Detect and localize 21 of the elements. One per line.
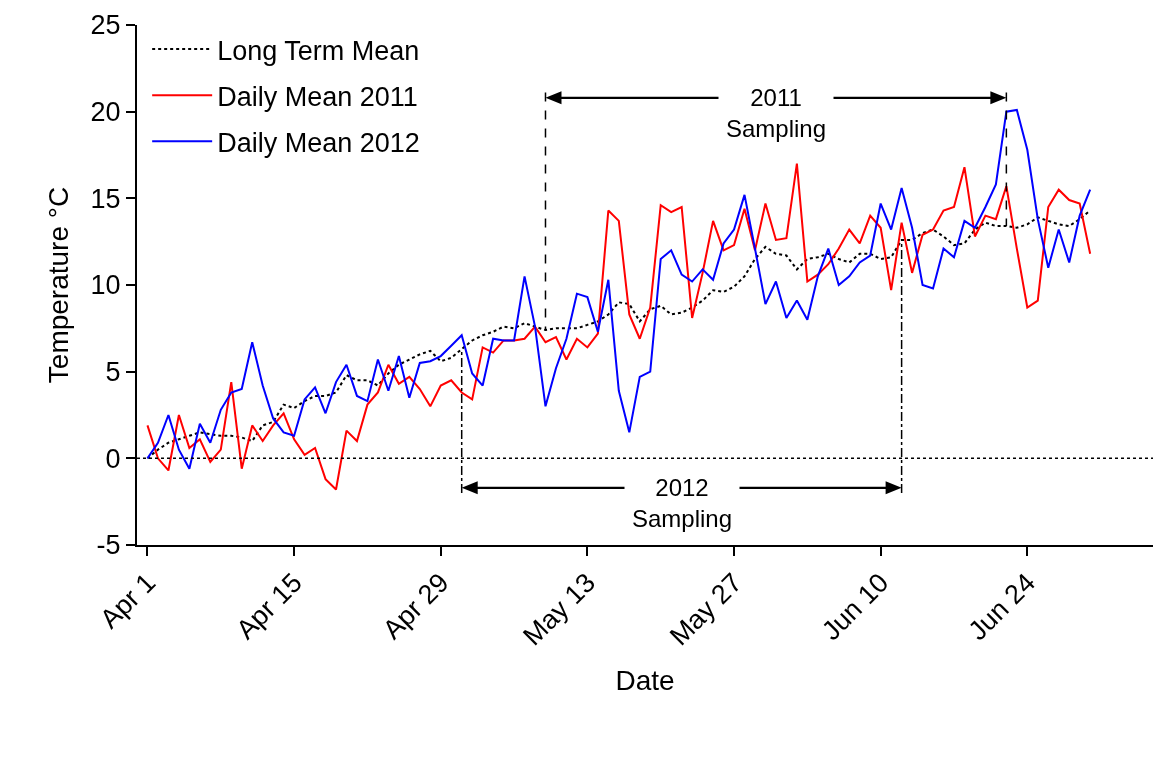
x-tick-label: Apr 1 bbox=[94, 567, 162, 635]
y-axis-title: Temperature °C bbox=[42, 186, 74, 384]
x-tick-label: Jun 10 bbox=[815, 567, 895, 647]
x-tick-label: Apr 15 bbox=[230, 567, 308, 645]
y-tick-label: 10 bbox=[90, 270, 121, 301]
x-tick-label: May 27 bbox=[663, 567, 748, 652]
annotation: 2012 Sampling bbox=[632, 474, 733, 533]
legend-label: Daily Mean 2011 bbox=[217, 81, 418, 112]
y-tick-label: 0 bbox=[105, 443, 121, 474]
y-tick-label: 20 bbox=[90, 97, 121, 128]
legend-label: Daily Mean 2012 bbox=[217, 127, 420, 158]
annotation: 2011 Sampling bbox=[726, 84, 827, 143]
y-tick-label: 15 bbox=[90, 183, 121, 214]
x-tick-label: Apr 29 bbox=[377, 567, 455, 645]
y-tick-label: 5 bbox=[105, 357, 121, 388]
y-tick-label: 25 bbox=[90, 10, 121, 41]
legend-label: Long Term Mean bbox=[217, 35, 420, 66]
x-tick-label: May 13 bbox=[517, 567, 602, 652]
x-tick-label: Jun 24 bbox=[962, 567, 1042, 647]
x-axis-title: Date bbox=[615, 664, 675, 696]
y-tick-label: -5 bbox=[96, 530, 121, 561]
